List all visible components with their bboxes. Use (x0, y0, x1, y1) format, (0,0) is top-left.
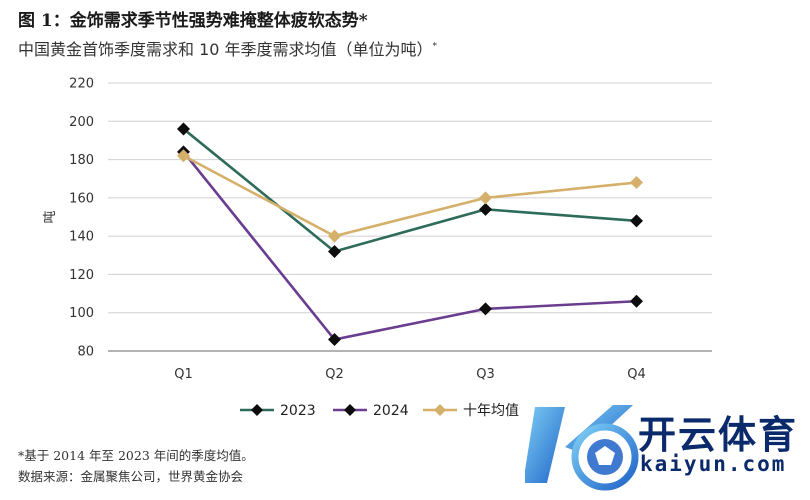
x-tick-label: Q3 (476, 367, 495, 382)
data-point-2023-Q2 (328, 244, 341, 258)
y-tick-label: 120 (69, 268, 94, 283)
y-tick-label: 180 (69, 153, 94, 168)
data-point-2024-Q2 (328, 333, 341, 347)
y-tick-label: 140 (69, 230, 94, 245)
subtitle-text: 中国黄金首饰季度需求和 10 年季度需求均值（单位为吨） (18, 40, 433, 59)
watermark-cn: 开云体育 (638, 413, 799, 457)
series-line-2023 (182, 127, 637, 253)
x-tick-label: Q4 (627, 367, 646, 382)
x-tick-label: Q1 (174, 367, 193, 382)
chart-title: 图 1：金饰需求季节性强势难掩整体疲软态势* (18, 11, 368, 31)
data-point-2023-Q3 (479, 202, 492, 216)
legend-label-2024: 2024 (373, 403, 409, 419)
kaiyun-logo-icon (525, 405, 639, 491)
y-tick-label: 100 (69, 306, 94, 321)
legend-marker-十年均值 (434, 404, 446, 416)
y-tick-label: 160 (69, 191, 94, 206)
legend-label-十年均值: 十年均值 (463, 403, 519, 419)
y-tick-label: 80 (77, 345, 94, 360)
data-point-2024-Q4 (630, 294, 643, 308)
data-point-2023-Q1 (177, 122, 190, 136)
data-point-十年均值-Q1 (177, 149, 190, 163)
data-point-十年均值-Q3 (479, 191, 492, 205)
subtitle-footnote-mark: * (432, 41, 438, 52)
legend-marker-2024 (344, 404, 356, 416)
data-point-2024-Q3 (479, 302, 492, 316)
footnote: *基于 2014 年至 2023 年间的季度均值。 (18, 448, 254, 463)
series-line-十年均值 (182, 154, 637, 238)
series-line-2024 (182, 151, 637, 341)
data-point-2023-Q4 (630, 214, 643, 228)
data-source: 数据来源：金属聚焦公司，世界黄金协会 (18, 469, 244, 484)
chart-subtitle: 中国黄金首饰季度需求和 10 年季度需求均值（单位为吨）* (18, 36, 437, 60)
data-point-十年均值-Q2 (328, 229, 341, 243)
legend-label-2023: 2023 (280, 403, 316, 419)
legend-marker-2023 (251, 404, 263, 416)
data-point-十年均值-Q4 (630, 176, 643, 190)
y-tick-label: 220 (69, 77, 94, 92)
watermark-en: kaiyun.com (640, 452, 787, 476)
y-tick-label: 200 (69, 115, 94, 130)
y-axis-label: 吨 (43, 210, 58, 223)
x-tick-label: Q2 (325, 367, 344, 382)
